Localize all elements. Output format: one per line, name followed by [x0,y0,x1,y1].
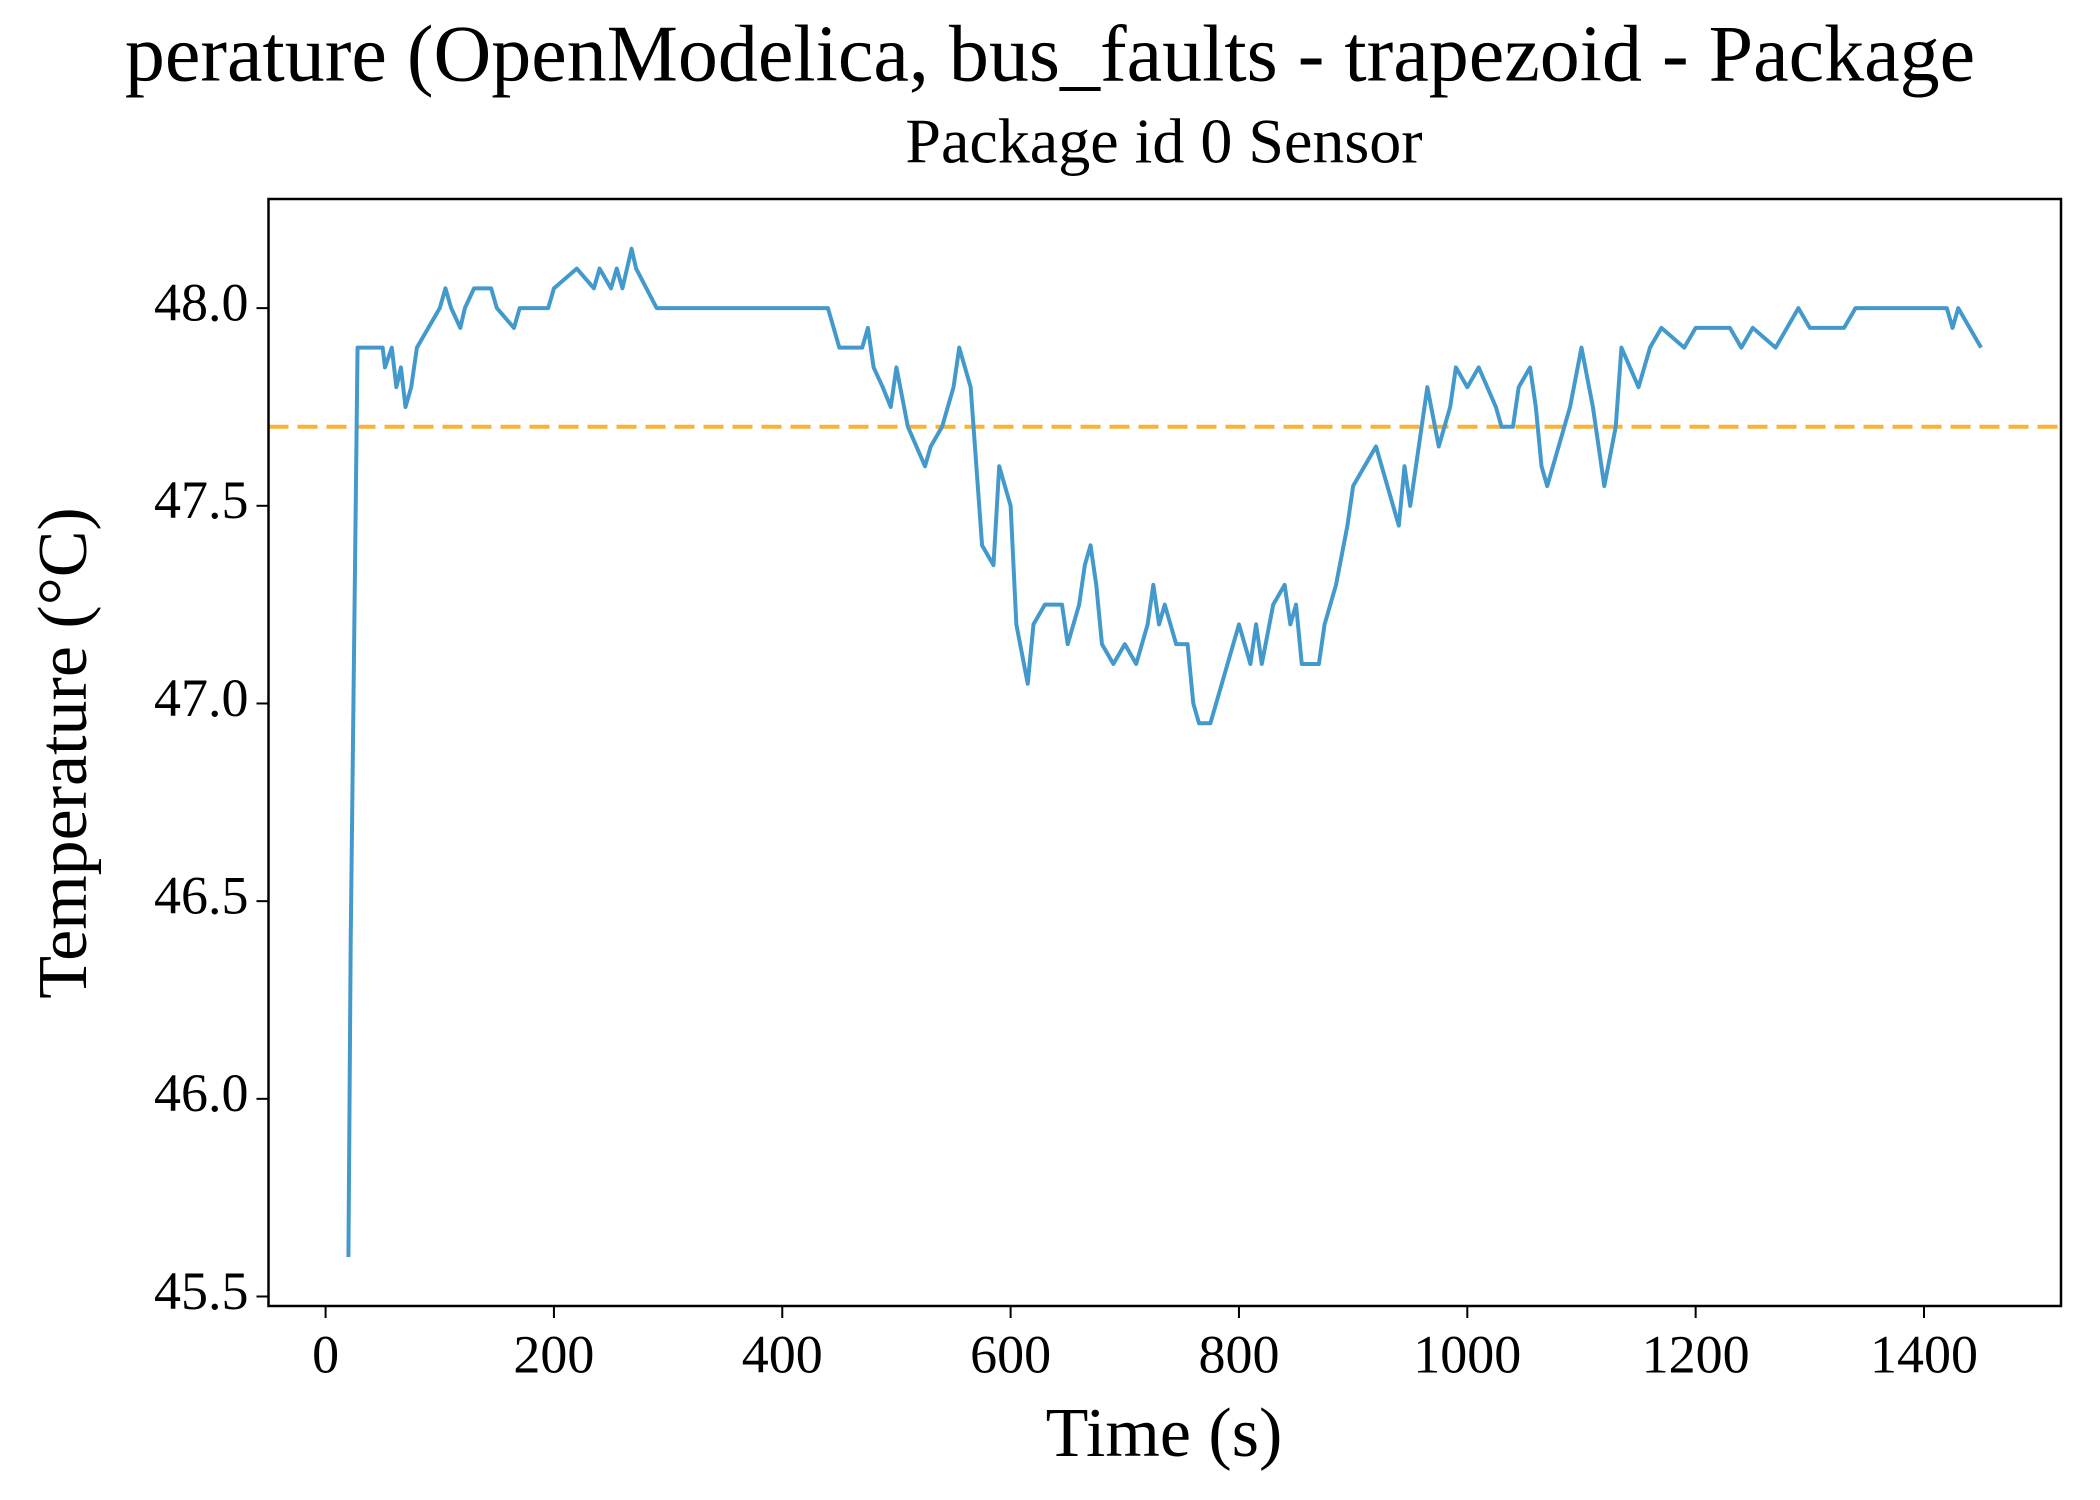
x-tick-label: 600 [970,1324,1051,1384]
y-tick-label: 48.0 [154,273,249,333]
data-line [346,246,1983,1257]
x-tick-label: 1200 [1642,1324,1750,1384]
x-tick-label: 1000 [1413,1324,1521,1384]
plot-frame [267,197,2063,1308]
y-tick-label: 47.0 [154,668,249,728]
y-axis-label: Temperature (°C) [25,507,102,998]
x-axis-label: Time (s) [1046,1395,1283,1472]
x-tick-label: 0 [312,1324,339,1384]
chart-subtitle: Package id 0 Sensor [905,106,1422,177]
x-tick-label: 1400 [1870,1324,1978,1384]
y-tick-label: 46.0 [154,1063,249,1123]
y-tick-label: 45.5 [154,1261,249,1321]
y-tick-label: 47.5 [154,470,249,530]
y-tick-label: 46.5 [154,866,249,926]
chart-title: perature (OpenModelica, bus_faults - tra… [125,10,1975,98]
x-tick-label: 800 [1198,1324,1279,1384]
x-tick-label: 200 [513,1324,594,1384]
x-tick-label: 400 [742,1324,823,1384]
